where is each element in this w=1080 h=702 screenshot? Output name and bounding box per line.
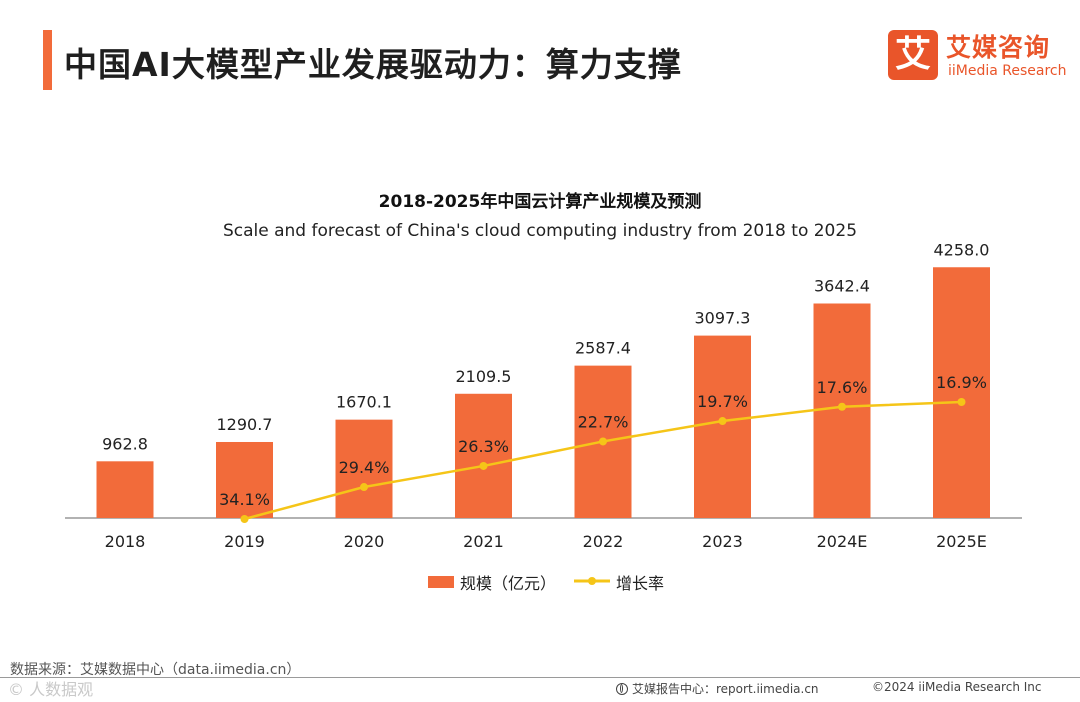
globe-icon bbox=[616, 683, 628, 695]
title-accent-bar bbox=[43, 30, 52, 90]
growth-label-2025E: 16.9% bbox=[936, 373, 987, 392]
x-tick-label-2020: 2020 bbox=[344, 532, 385, 551]
legend-line-swatch bbox=[574, 577, 610, 585]
bar-2023 bbox=[694, 335, 751, 518]
brand-name-en: iiMedia Research bbox=[948, 63, 1067, 79]
bar-2020 bbox=[335, 419, 393, 518]
bar-value-label-2020: 1670.1 bbox=[336, 393, 392, 412]
chart-subtitle: Scale and forecast of China's cloud comp… bbox=[222, 221, 858, 241]
growth-point-2022 bbox=[599, 437, 607, 446]
bar-2021 bbox=[455, 393, 512, 518]
bar-2025E bbox=[933, 267, 990, 518]
brand-mark-icon: 艾 bbox=[888, 30, 938, 80]
page-title: 中国AI大模型产业发展驱动力：算力支撑 bbox=[64, 45, 682, 84]
growth-point-2023 bbox=[718, 417, 727, 426]
bar-value-label-2018: 962.8 bbox=[102, 434, 148, 453]
copyright: ©2024 iiMedia Research Inc bbox=[872, 680, 1042, 694]
brand-name-cn: 艾媒咨询 bbox=[946, 33, 1051, 62]
x-tick-label-2025E: 2025E bbox=[936, 532, 987, 551]
bar-value-label-2022: 2587.4 bbox=[575, 339, 631, 358]
growth-point-2024E bbox=[838, 402, 846, 411]
growth-point-2019 bbox=[240, 515, 249, 523]
report-center-text: 艾媒报告中心：report.iimedia.cn bbox=[632, 682, 819, 696]
growth-label-2024E: 17.6% bbox=[817, 378, 868, 397]
growth-label-2019: 34.1% bbox=[219, 490, 270, 509]
chart-title: 2018-2025年中国云计算产业规模及预测 bbox=[378, 192, 702, 212]
bar-value-label-2019: 1290.7 bbox=[217, 415, 273, 434]
bar-2018 bbox=[96, 461, 154, 518]
bar-value-label-2024E: 3642.4 bbox=[814, 277, 870, 296]
bar-value-label-2021: 2109.5 bbox=[456, 367, 512, 386]
watermark: © 人数据观 bbox=[8, 680, 94, 699]
data-source: 数据来源：艾媒数据中心（data.iimedia.cn） bbox=[10, 662, 301, 678]
growth-point-2025E bbox=[957, 398, 966, 406]
bar-value-label-2023: 3097.3 bbox=[695, 309, 751, 328]
legend-line-label: 增长率 bbox=[616, 574, 665, 593]
brand-logo: 艾 艾媒咨询 iiMedia Research bbox=[888, 30, 1068, 84]
x-tick-label-2023: 2023 bbox=[702, 532, 743, 551]
x-tick-label-2018: 2018 bbox=[105, 532, 146, 551]
legend-bar-swatch bbox=[428, 576, 454, 588]
growth-point-2020 bbox=[360, 483, 368, 492]
bar-2019 bbox=[216, 441, 273, 518]
growth-label-2022: 22.7% bbox=[578, 412, 629, 431]
x-tick-label-2022: 2022 bbox=[583, 532, 624, 551]
footer-divider bbox=[0, 677, 1080, 678]
x-tick-label-2019: 2019 bbox=[224, 532, 265, 551]
growth-label-2023: 19.7% bbox=[697, 392, 748, 411]
report-center: 艾媒报告中心：report.iimedia.cn bbox=[616, 680, 819, 697]
growth-point-2021 bbox=[479, 461, 488, 470]
x-tick-label-2021: 2021 bbox=[463, 532, 504, 551]
growth-label-2020: 29.4% bbox=[339, 458, 390, 477]
bar-value-label-2025E: 4258.0 bbox=[934, 240, 990, 259]
growth-label-2021: 26.3% bbox=[458, 437, 509, 456]
x-tick-label-2024E: 2024E bbox=[817, 532, 868, 551]
legend-bar-label: 规模（亿元） bbox=[460, 574, 557, 593]
